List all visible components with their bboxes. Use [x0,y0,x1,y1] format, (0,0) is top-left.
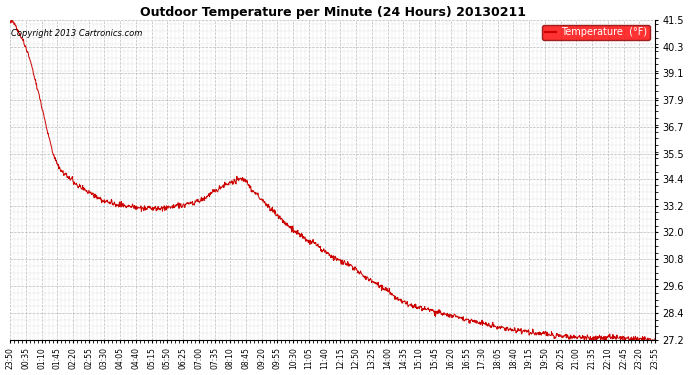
Text: Copyright 2013 Cartronics.com: Copyright 2013 Cartronics.com [11,29,143,38]
Title: Outdoor Temperature per Minute (24 Hours) 20130211: Outdoor Temperature per Minute (24 Hours… [139,6,526,18]
Legend: Temperature  (°F): Temperature (°F) [542,25,650,40]
